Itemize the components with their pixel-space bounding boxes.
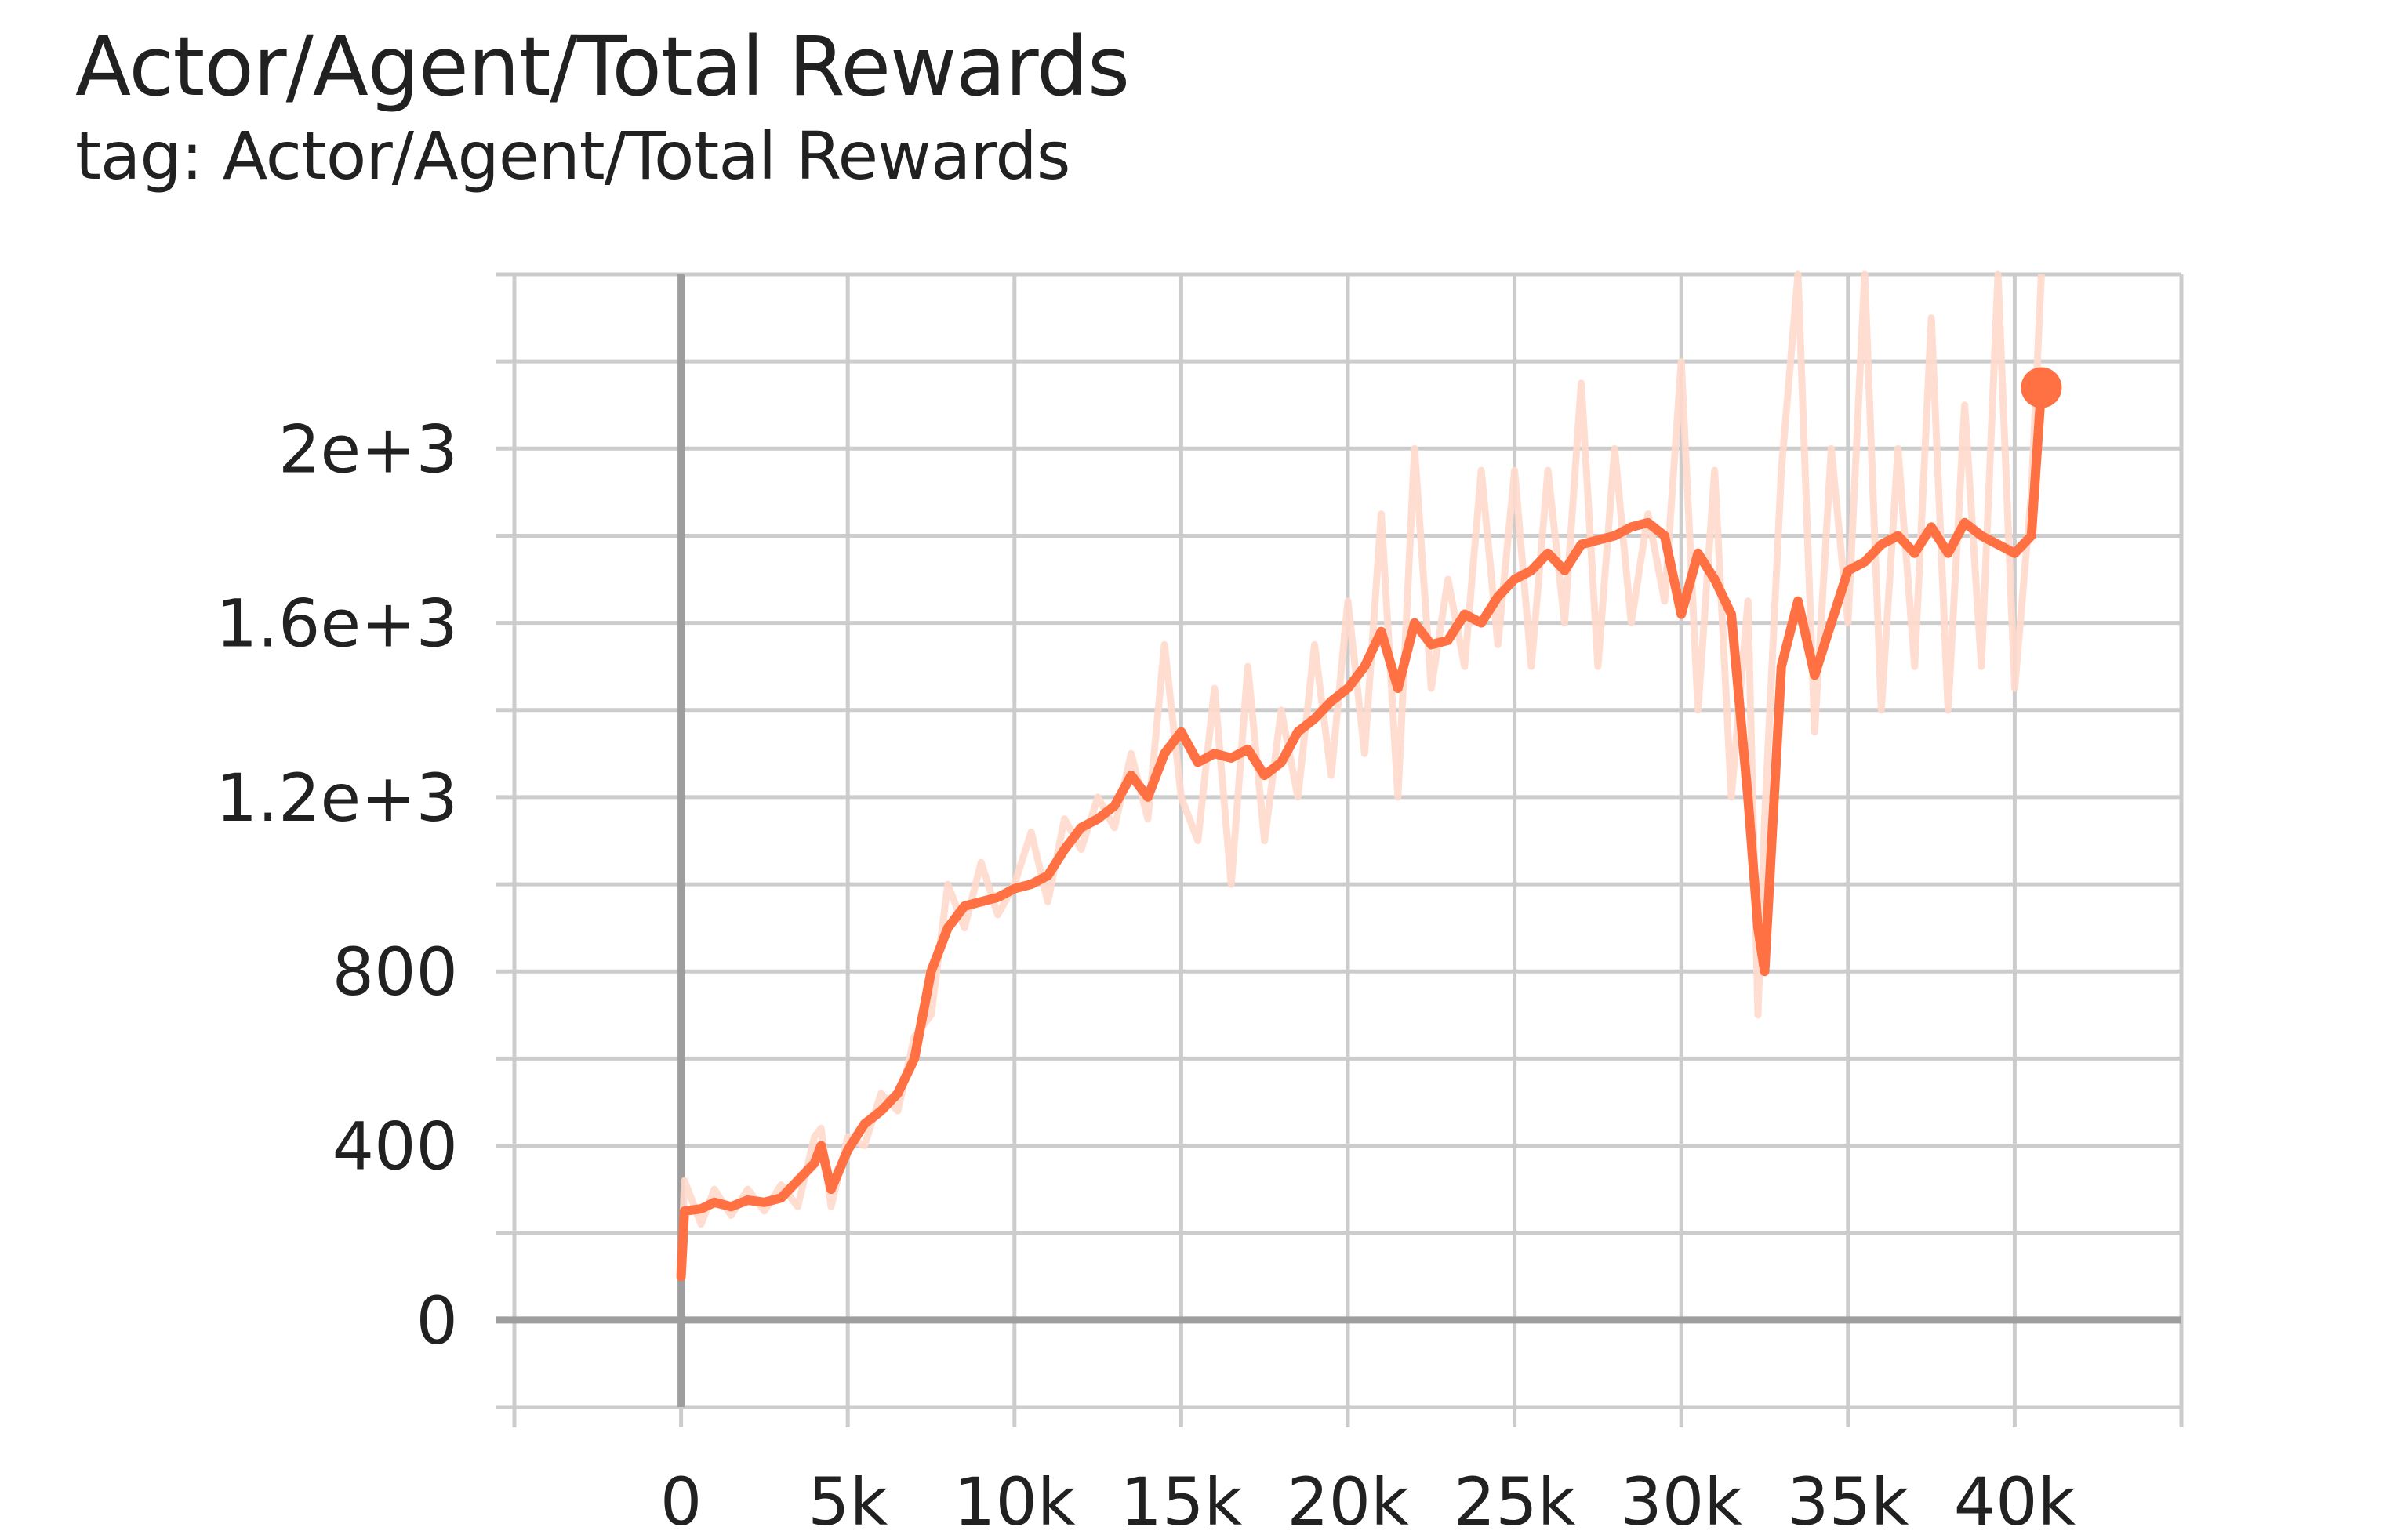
x-tick-label: 0 bbox=[660, 1464, 702, 1538]
y-tick-label: 1.6e+3 bbox=[216, 586, 458, 662]
y-tick-label: 2e+3 bbox=[278, 411, 458, 488]
x-tick-label: 10k bbox=[953, 1464, 1076, 1538]
x-tick-label: 20k bbox=[1287, 1464, 1409, 1538]
y-tick-label: 0 bbox=[416, 1282, 458, 1359]
chart-subtitle: tag: Actor/Agent/Total Rewards bbox=[75, 118, 1070, 194]
y-tick-label: 1.2e+3 bbox=[216, 760, 458, 836]
series-layer bbox=[676, 270, 2062, 1282]
x-tick-label: 40k bbox=[1954, 1464, 2076, 1538]
grid-lines bbox=[496, 272, 2184, 1409]
x-tick-label: 25k bbox=[1454, 1464, 1576, 1538]
y-tick-label: 800 bbox=[332, 934, 458, 1010]
x-tick-label: 5k bbox=[808, 1464, 888, 1538]
x-tick-label: 15k bbox=[1120, 1464, 1243, 1538]
smoothed-series-line bbox=[676, 383, 2047, 1282]
last-point-marker bbox=[2021, 367, 2062, 408]
y-tick-label: 400 bbox=[332, 1108, 458, 1185]
x-tick-label: 30k bbox=[1620, 1464, 1742, 1538]
chart-title: Actor/Agent/Total Rewards bbox=[75, 19, 1130, 114]
x-tick-label: 35k bbox=[1787, 1464, 1909, 1538]
y-tick-labels: 0 400 800 1.2e+3 1.6e+3 2e+3 bbox=[216, 411, 458, 1359]
x-tick-labels: 0 5k 10k 15k 20k 25k 30k 35k 40k bbox=[660, 1464, 2076, 1538]
raw-series-line bbox=[677, 270, 2045, 1277]
